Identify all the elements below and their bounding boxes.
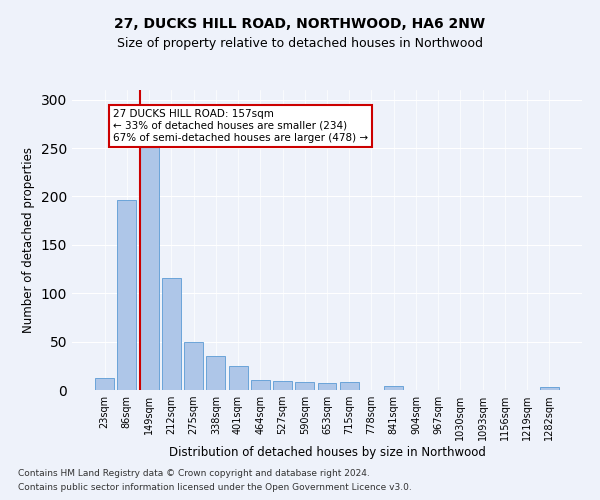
- Y-axis label: Number of detached properties: Number of detached properties: [22, 147, 35, 333]
- Bar: [140, 147, 158, 390]
- X-axis label: Distribution of detached houses by size in Northwood: Distribution of detached houses by size …: [169, 446, 485, 459]
- Bar: [162, 278, 181, 390]
- Text: 27, DUCKS HILL ROAD, NORTHWOOD, HA6 2NW: 27, DUCKS HILL ROAD, NORTHWOOD, HA6 2NW: [115, 18, 485, 32]
- Bar: [95, 378, 114, 390]
- Bar: [251, 380, 270, 390]
- Bar: [229, 366, 248, 390]
- Text: Contains public sector information licensed under the Open Government Licence v3: Contains public sector information licen…: [18, 484, 412, 492]
- Bar: [317, 383, 337, 390]
- Bar: [340, 382, 359, 390]
- Bar: [295, 382, 314, 390]
- Bar: [540, 387, 559, 390]
- Bar: [184, 342, 203, 390]
- Text: 27 DUCKS HILL ROAD: 157sqm
← 33% of detached houses are smaller (234)
67% of sem: 27 DUCKS HILL ROAD: 157sqm ← 33% of deta…: [113, 110, 368, 142]
- Text: Size of property relative to detached houses in Northwood: Size of property relative to detached ho…: [117, 38, 483, 51]
- Text: Contains HM Land Registry data © Crown copyright and database right 2024.: Contains HM Land Registry data © Crown c…: [18, 468, 370, 477]
- Bar: [273, 382, 292, 390]
- Bar: [118, 200, 136, 390]
- Bar: [384, 386, 403, 390]
- Bar: [206, 356, 225, 390]
